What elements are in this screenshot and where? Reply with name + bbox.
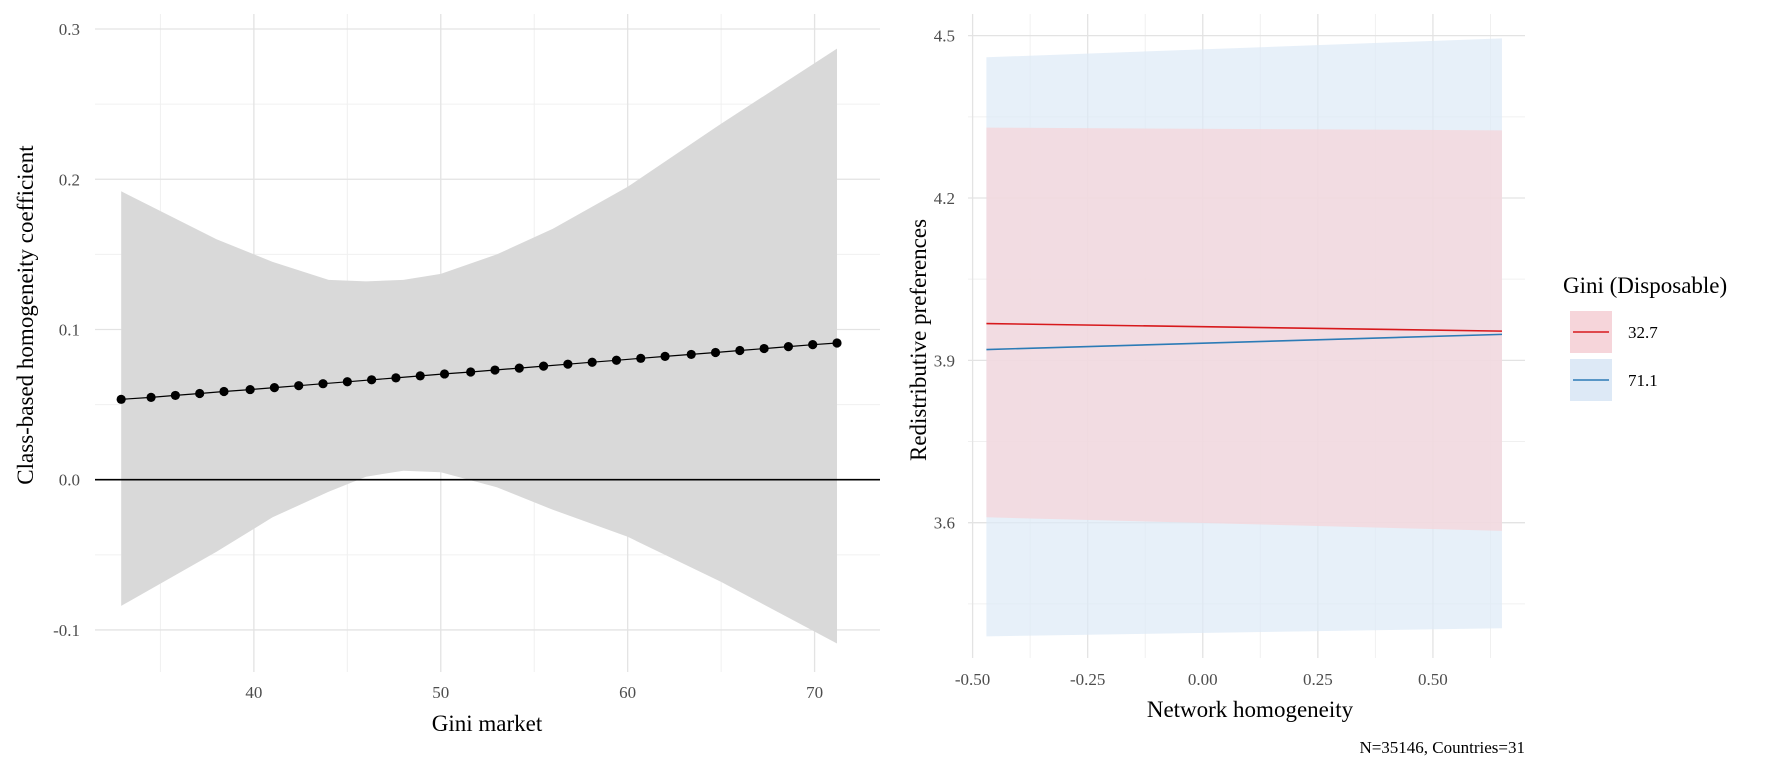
right-series-line-71.1 <box>986 333 1503 351</box>
left-point <box>832 338 842 348</box>
left-point <box>318 379 328 389</box>
left-point <box>195 388 205 399</box>
left-point <box>686 349 696 360</box>
right-y-tick-label: 4.5 <box>934 27 955 46</box>
legend-title: Gini (Disposable) <box>1563 273 1727 298</box>
left-point <box>245 384 255 395</box>
right-y-tick-label: 4.2 <box>934 189 955 208</box>
left-point <box>587 357 597 367</box>
legend-label-32.7: 32.7 <box>1628 323 1658 342</box>
left-point <box>636 353 646 363</box>
right-confidence-bands <box>986 38 1502 637</box>
left-y-tick-labels: -0.1 0.0 0.1 0.2 0.3 <box>53 20 80 640</box>
left-point <box>611 355 622 365</box>
left-point <box>563 359 573 369</box>
left-point <box>439 369 450 379</box>
left-point <box>269 383 280 393</box>
left-x-axis-title: Gini market <box>432 711 543 736</box>
left-point <box>146 392 156 402</box>
left-point <box>808 340 818 350</box>
right-x-tick-label: -0.25 <box>1070 670 1105 689</box>
right-x-tick-labels: -0.50 -0.25 0.00 0.25 0.50 <box>955 670 1448 689</box>
left-y-tick-label: -0.1 <box>53 621 80 640</box>
right-y-tick-label: 3.9 <box>934 351 955 370</box>
left-point <box>490 365 500 375</box>
left-point <box>735 345 745 356</box>
left-point <box>514 363 524 373</box>
right-x-tick-label: 0.25 <box>1303 670 1333 689</box>
left-y-axis-title: Class-based homogeneity coefficient <box>13 145 38 485</box>
right-band-32.7 <box>986 127 1502 531</box>
left-y-tick-label: 0.1 <box>59 320 80 339</box>
left-point <box>367 375 377 385</box>
legend-items: 32.7 71.1 <box>1570 311 1658 401</box>
left-y-tick-label: 0.2 <box>59 170 80 189</box>
left-points <box>116 338 842 404</box>
right-y-tick-label: 3.6 <box>934 514 955 533</box>
left-confidence-band <box>121 48 837 644</box>
left-point <box>391 373 401 383</box>
left-point <box>170 390 180 401</box>
right-caption: N=35146, Countries=31 <box>1359 738 1525 757</box>
right-series-lines <box>986 322 1503 351</box>
left-point <box>342 377 352 387</box>
right-y-axis-title: Redistributive preferences <box>906 219 931 461</box>
left-panel: -0.1 0.0 0.1 0.2 0.3 40 50 60 70 Gini market Cl… <box>13 14 880 736</box>
left-point <box>538 361 549 371</box>
left-point <box>660 351 670 361</box>
left-point <box>116 394 126 404</box>
left-point <box>710 347 721 358</box>
left-point <box>294 381 304 391</box>
right-series-line-32.7 <box>986 322 1502 332</box>
right-x-tick-label: 0.50 <box>1418 670 1448 689</box>
right-panel: 3.6 3.9 4.2 4.5 -0.50 -0.25 0.00 0.25 0.50 Netw… <box>906 14 1525 757</box>
left-x-tick-labels: 40 50 60 70 <box>245 683 823 702</box>
right-x-tick-label: -0.50 <box>955 670 990 689</box>
left-x-tick-label: 40 <box>245 683 262 702</box>
right-y-tick-labels: 3.6 3.9 4.2 4.5 <box>934 27 955 533</box>
left-x-tick-label: 60 <box>619 683 636 702</box>
left-y-tick-label: 0.0 <box>59 471 80 490</box>
left-point <box>415 371 425 381</box>
legend-label-71.1: 71.1 <box>1628 371 1658 390</box>
left-y-tick-label: 0.3 <box>59 20 80 39</box>
left-point <box>219 386 229 397</box>
left-point <box>783 342 794 352</box>
left-point <box>759 343 769 354</box>
legend: Gini (Disposable) 32.7 71.1 <box>1563 273 1727 401</box>
right-x-axis-title: Network homogeneity <box>1147 697 1354 722</box>
left-point <box>466 367 476 377</box>
right-x-tick-label: 0.00 <box>1188 670 1218 689</box>
left-x-tick-label: 70 <box>806 683 823 702</box>
left-x-tick-label: 50 <box>432 683 449 702</box>
